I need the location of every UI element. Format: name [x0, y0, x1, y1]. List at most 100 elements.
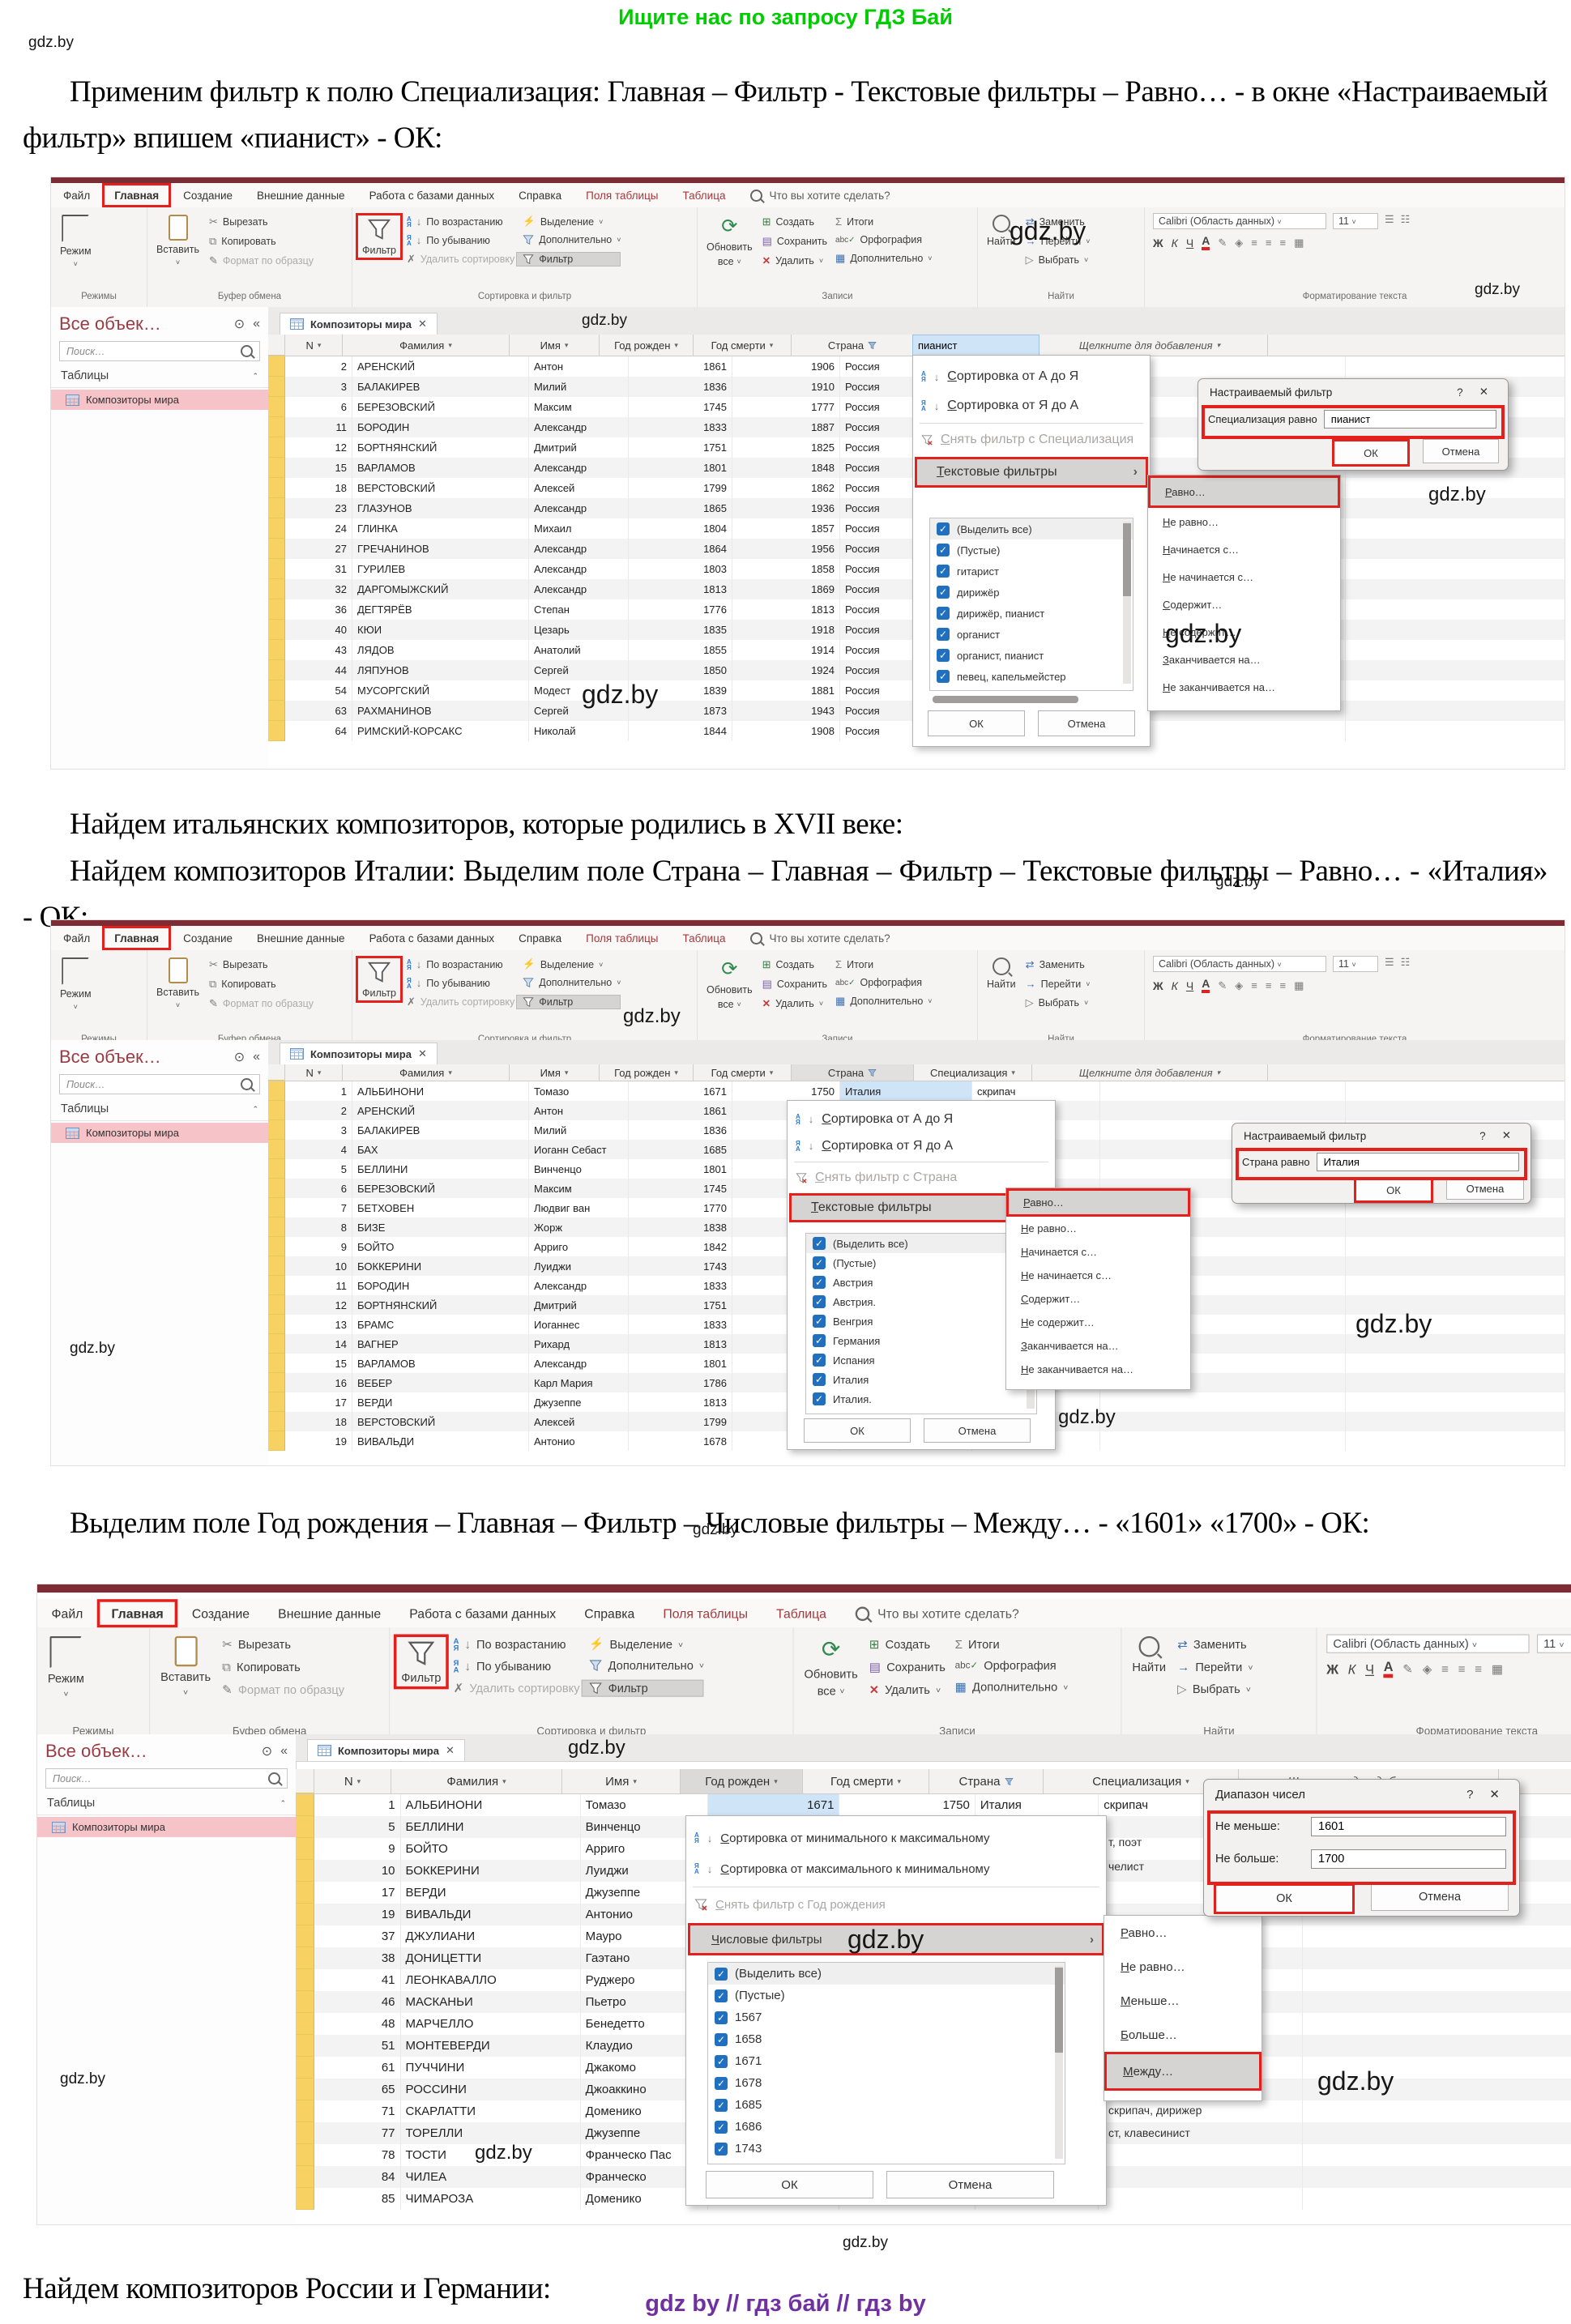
cell-n[interactable]: 32 [285, 579, 352, 599]
nav-dropdown-icon[interactable]: ⊙ [261, 1745, 273, 1759]
highlight-button[interactable]: ✎ [1218, 979, 1227, 991]
cell-add[interactable] [1100, 579, 1346, 599]
cell-n[interactable]: 38 [314, 1947, 401, 1969]
cell-add[interactable] [1100, 559, 1346, 579]
cell-birth-year[interactable]: 1801 [629, 458, 732, 478]
cell-death-year[interactable]: 1858 [732, 559, 840, 579]
cell-birth-year[interactable]: 1671 [708, 1794, 840, 1816]
menu-clear-filter[interactable]: Снять фильтр с Страна [788, 1165, 1055, 1190]
cell-death-year[interactable]: 1825 [732, 437, 840, 458]
cell-n[interactable]: 27 [285, 539, 352, 559]
cell-n[interactable]: 15 [285, 1354, 352, 1373]
select-button[interactable]: ▷ Выбрать ˅ [1025, 254, 1089, 266]
row-selector[interactable] [268, 1101, 285, 1120]
submenu-item[interactable]: Равно… [1148, 475, 1340, 508]
row-selector[interactable] [268, 1392, 285, 1412]
ribbon-tab-table-fields[interactable]: Поля таблицы [663, 1605, 748, 1621]
cell-name[interactable]: Александр [529, 579, 629, 599]
cell-add[interactable] [1100, 1217, 1346, 1237]
cell-add[interactable] [1100, 701, 1346, 721]
ribbon-tab-table[interactable]: Таблица [682, 932, 726, 945]
table-row[interactable]: 61 ПУЧЧИНИ Джакомо [296, 2057, 1571, 2079]
cell-country[interactable]: Италия [840, 1081, 972, 1101]
sort-ascending-button[interactable]: А Я ↓ По возрастанию [407, 957, 503, 971]
cell-birth-year[interactable]: 1799 [629, 478, 732, 498]
cell-n[interactable]: 37 [314, 1925, 401, 1947]
cell-name[interactable]: Александр [529, 559, 629, 579]
cell-add[interactable] [1100, 1276, 1346, 1295]
document-tab[interactable]: Композиторы мира ✕ [307, 1739, 465, 1761]
cell-n[interactable]: 77 [314, 2122, 401, 2144]
close-icon[interactable]: ✕ [417, 1047, 427, 1060]
cell-n[interactable]: 19 [285, 1431, 352, 1451]
table-row[interactable]: 1 АЛЬБИНОНИ Томазо 1671 1750 Италия скри… [296, 1794, 1571, 1816]
cell-birth-year[interactable]: 1803 [629, 559, 732, 579]
table-row[interactable]: 48 МАРЧЕЛЛО Бенедетто [296, 2013, 1571, 2035]
save-record-button[interactable]: ▤ Сохранить [762, 235, 827, 248]
row-selector[interactable] [296, 1816, 314, 1838]
vertical-scrollbar[interactable] [1055, 1966, 1063, 2159]
cell-surname[interactable]: ЧИМАРОЗА [401, 2188, 581, 2210]
row-selector[interactable] [268, 559, 285, 579]
copy-button[interactable]: ⧉ Копировать [222, 1660, 344, 1675]
row-selector[interactable] [268, 721, 285, 741]
view-button[interactable]: Режим ˅ [54, 213, 97, 270]
cell-surname[interactable]: ВИВАЛЬДИ [401, 1904, 581, 1925]
row-selector[interactable] [268, 437, 285, 458]
checklist-item[interactable]: (Выделить все) [708, 1963, 1065, 1985]
header-birth-year[interactable]: Год рожден ▾ [681, 1769, 803, 1793]
cell-name[interactable]: Милий [529, 377, 629, 397]
cell-name[interactable]: Арриго [529, 1237, 629, 1256]
row-selector[interactable] [296, 1860, 314, 1882]
find-button[interactable]: Найти [981, 956, 1022, 991]
table-row[interactable]: 13 БРАМС Иоганнес 1833 1897 [268, 1315, 1565, 1334]
cell-surname[interactable]: ЛЕОНКАВАЛЛО [401, 1969, 581, 1991]
row-selector[interactable] [296, 2188, 314, 2210]
row-selector[interactable] [268, 599, 285, 620]
cell-surname[interactable]: БОРОДИН [352, 417, 529, 437]
cell-birth-year[interactable]: 1855 [629, 640, 732, 660]
cell-n[interactable]: 41 [314, 1969, 401, 1991]
font-size-combo[interactable]: 11 ˅ [1536, 1634, 1571, 1653]
cell-surname[interactable]: ЛЯПУНОВ [352, 660, 529, 680]
cell-name[interactable]: Дмитрий [529, 437, 629, 458]
replace-button[interactable]: ⇄ Заменить [1177, 1637, 1253, 1652]
delete-record-button[interactable]: ✕ Удалить ˅ [762, 997, 824, 1010]
row-selector[interactable] [268, 1295, 285, 1315]
checklist-item[interactable]: дирижёр, пианист [930, 603, 1133, 624]
menu-sort-za[interactable]: Я А ↓ Сортировка от Я до А [913, 391, 1150, 420]
cell-birth-year[interactable]: 1838 [629, 1217, 732, 1237]
checklist-item[interactable]: Австрия. [806, 1292, 1036, 1311]
nav-dropdown-icon[interactable]: ⊙ [233, 1051, 245, 1064]
cell-n[interactable]: 65 [314, 2079, 401, 2100]
row-selector[interactable] [268, 518, 285, 539]
more-button[interactable]: ▦ Дополнительно ˅ [954, 1679, 1069, 1695]
cell-n[interactable]: 2 [285, 1101, 352, 1120]
cell-name[interactable]: Томазо [581, 1794, 709, 1816]
submenu-item[interactable]: Заканчивается на… [1148, 646, 1340, 673]
toggle-filter-button[interactable]: Фильтр [581, 1679, 705, 1697]
header-death-year[interactable]: Год смерти ▾ [803, 1769, 929, 1793]
submenu-item[interactable]: Начинается с… [1148, 535, 1340, 563]
cell-name[interactable]: Алексей [529, 1412, 629, 1431]
selection-button[interactable]: ⚡ Выделение ˅ [523, 958, 604, 970]
cell-n[interactable]: 6 [285, 1179, 352, 1198]
checklist-item[interactable]: 1671 [708, 2050, 1065, 2072]
cell-surname[interactable]: БИЗЕ [352, 1217, 529, 1237]
cell-n[interactable]: 11 [285, 417, 352, 437]
cell-n[interactable]: 54 [285, 680, 352, 701]
cell-surname[interactable]: БЕРЕЗОВСКИЙ [352, 1179, 529, 1198]
checklist-item[interactable]: (Пустые) [708, 1985, 1065, 2006]
table-row[interactable]: 18 ВЕРСТОВСКИЙ Алексей 1799 1862 Россия [268, 478, 1565, 498]
nav-collapse-icon[interactable]: « [253, 317, 260, 330]
row-selector[interactable] [296, 1925, 314, 1947]
goto-button[interactable]: → Перейти ˅ [1025, 235, 1091, 247]
cell-n[interactable]: 46 [314, 1991, 401, 2013]
cell-birth-year[interactable]: 1850 [629, 660, 732, 680]
close-icon[interactable]: ✕ [445, 1744, 455, 1756]
checklist-item[interactable]: Италия [806, 1370, 1036, 1389]
row-selector[interactable] [296, 2013, 314, 2035]
cell-surname[interactable]: МАСКАНЬИ [401, 1991, 581, 2013]
sort-descending-button[interactable]: Я А ↓ По убыванию [407, 233, 490, 247]
cell-specialization[interactable] [1099, 1991, 1304, 2013]
